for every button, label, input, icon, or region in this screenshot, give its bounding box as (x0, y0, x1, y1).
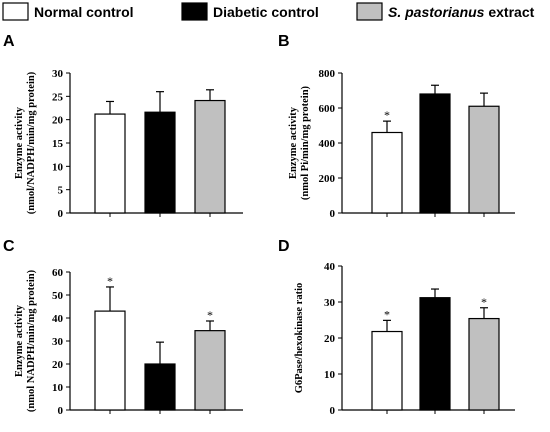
y-axis-label-line-1: Enzyme activity (14, 304, 25, 377)
y-tick-label: 30 (52, 68, 64, 80)
y-axis-label-line-1: Enzyme activity (288, 106, 299, 179)
y-tick-label: 60 (52, 267, 64, 279)
legend-swatch-2 (181, 2, 208, 21)
legend-swatch-1 (2, 2, 29, 21)
legend-label-italic: S. pastorianus (388, 4, 485, 20)
y-tick-label: 25 (52, 91, 64, 103)
panel-a: A Enzyme activity (nmol/NADPH/min/mg prote… (3, 33, 243, 220)
bar-2 (144, 363, 176, 411)
bar-3 (194, 99, 226, 214)
legend-label-2: Diabetic control (213, 4, 319, 20)
bar-3 (468, 317, 500, 411)
panel-letter: C (3, 238, 15, 255)
significance-star: * (384, 307, 390, 321)
y-tick-label: 20 (324, 333, 336, 345)
legend-label-1: Normal control (34, 4, 134, 20)
y-tick-label: 20 (52, 115, 64, 127)
y-tick-label: 0 (58, 405, 64, 417)
y-axis-label-line-2: (nmol NADPH/min/mg protein) (26, 269, 37, 412)
y-tick-label: 10 (52, 382, 64, 394)
y-tick-label: 40 (324, 261, 336, 273)
y-tick-label: 600 (319, 103, 336, 115)
y-tick-label: 0 (58, 208, 64, 220)
panel-letter: B (278, 33, 290, 50)
legend: Normal control Diabetic control S. pastori… (2, 2, 535, 21)
y-tick-label: 200 (319, 173, 336, 185)
y-axis-label-line-1: G6Pase/hexokinase ratio (294, 283, 305, 394)
y-tick-label: 10 (52, 161, 64, 173)
y-tick-label: 400 (319, 138, 336, 150)
panel-d: D G6Pase/hexokinase ratio 0 10 20 30 40 * * (278, 238, 515, 417)
significance-star: * (384, 108, 390, 122)
y-tick-label: 30 (324, 297, 336, 309)
y-tick-label: 20 (52, 359, 64, 371)
y-tick-label: 50 (52, 290, 64, 302)
y-tick-label: 0 (330, 208, 336, 220)
bar-3 (194, 330, 226, 411)
panel-b: B Enzyme activity (nmol Pi/min/mg protein)… (278, 33, 515, 220)
bar-2 (419, 297, 451, 411)
y-tick-label: 10 (324, 369, 336, 381)
y-tick-label: 15 (52, 138, 64, 150)
y-tick-label: 800 (319, 68, 336, 80)
panel-letter: A (3, 33, 15, 50)
y-tick-label: 0 (330, 405, 336, 417)
y-tick-label: 5 (58, 185, 64, 197)
legend-label-rest: extract (484, 4, 534, 20)
bar-1 (371, 330, 403, 411)
bar-1 (94, 113, 126, 214)
legend-label-3: S. pastorianus extract (388, 4, 535, 20)
bar-1 (371, 131, 403, 214)
y-axis-label-line-2: (nmol/NADPH/min/mg protein) (26, 71, 37, 214)
panel-letter: D (278, 238, 290, 255)
panel-c: C Enzyme activity (nmol NADPH/min/mg prote… (3, 238, 243, 417)
bar-2 (419, 93, 451, 214)
legend-swatch-3 (356, 2, 383, 21)
y-axis-label-line-2: (nmol Pi/min/mg protein) (300, 85, 311, 200)
y-tick-label: 30 (52, 336, 64, 348)
significance-star: * (107, 274, 113, 288)
significance-star: * (481, 295, 487, 309)
bar-3 (468, 105, 500, 214)
bar-1 (94, 310, 126, 411)
bar-2 (144, 111, 176, 214)
y-tick-label: 40 (52, 313, 64, 325)
y-axis-label-line-1: Enzyme activity (14, 106, 25, 179)
significance-star: * (207, 308, 213, 322)
